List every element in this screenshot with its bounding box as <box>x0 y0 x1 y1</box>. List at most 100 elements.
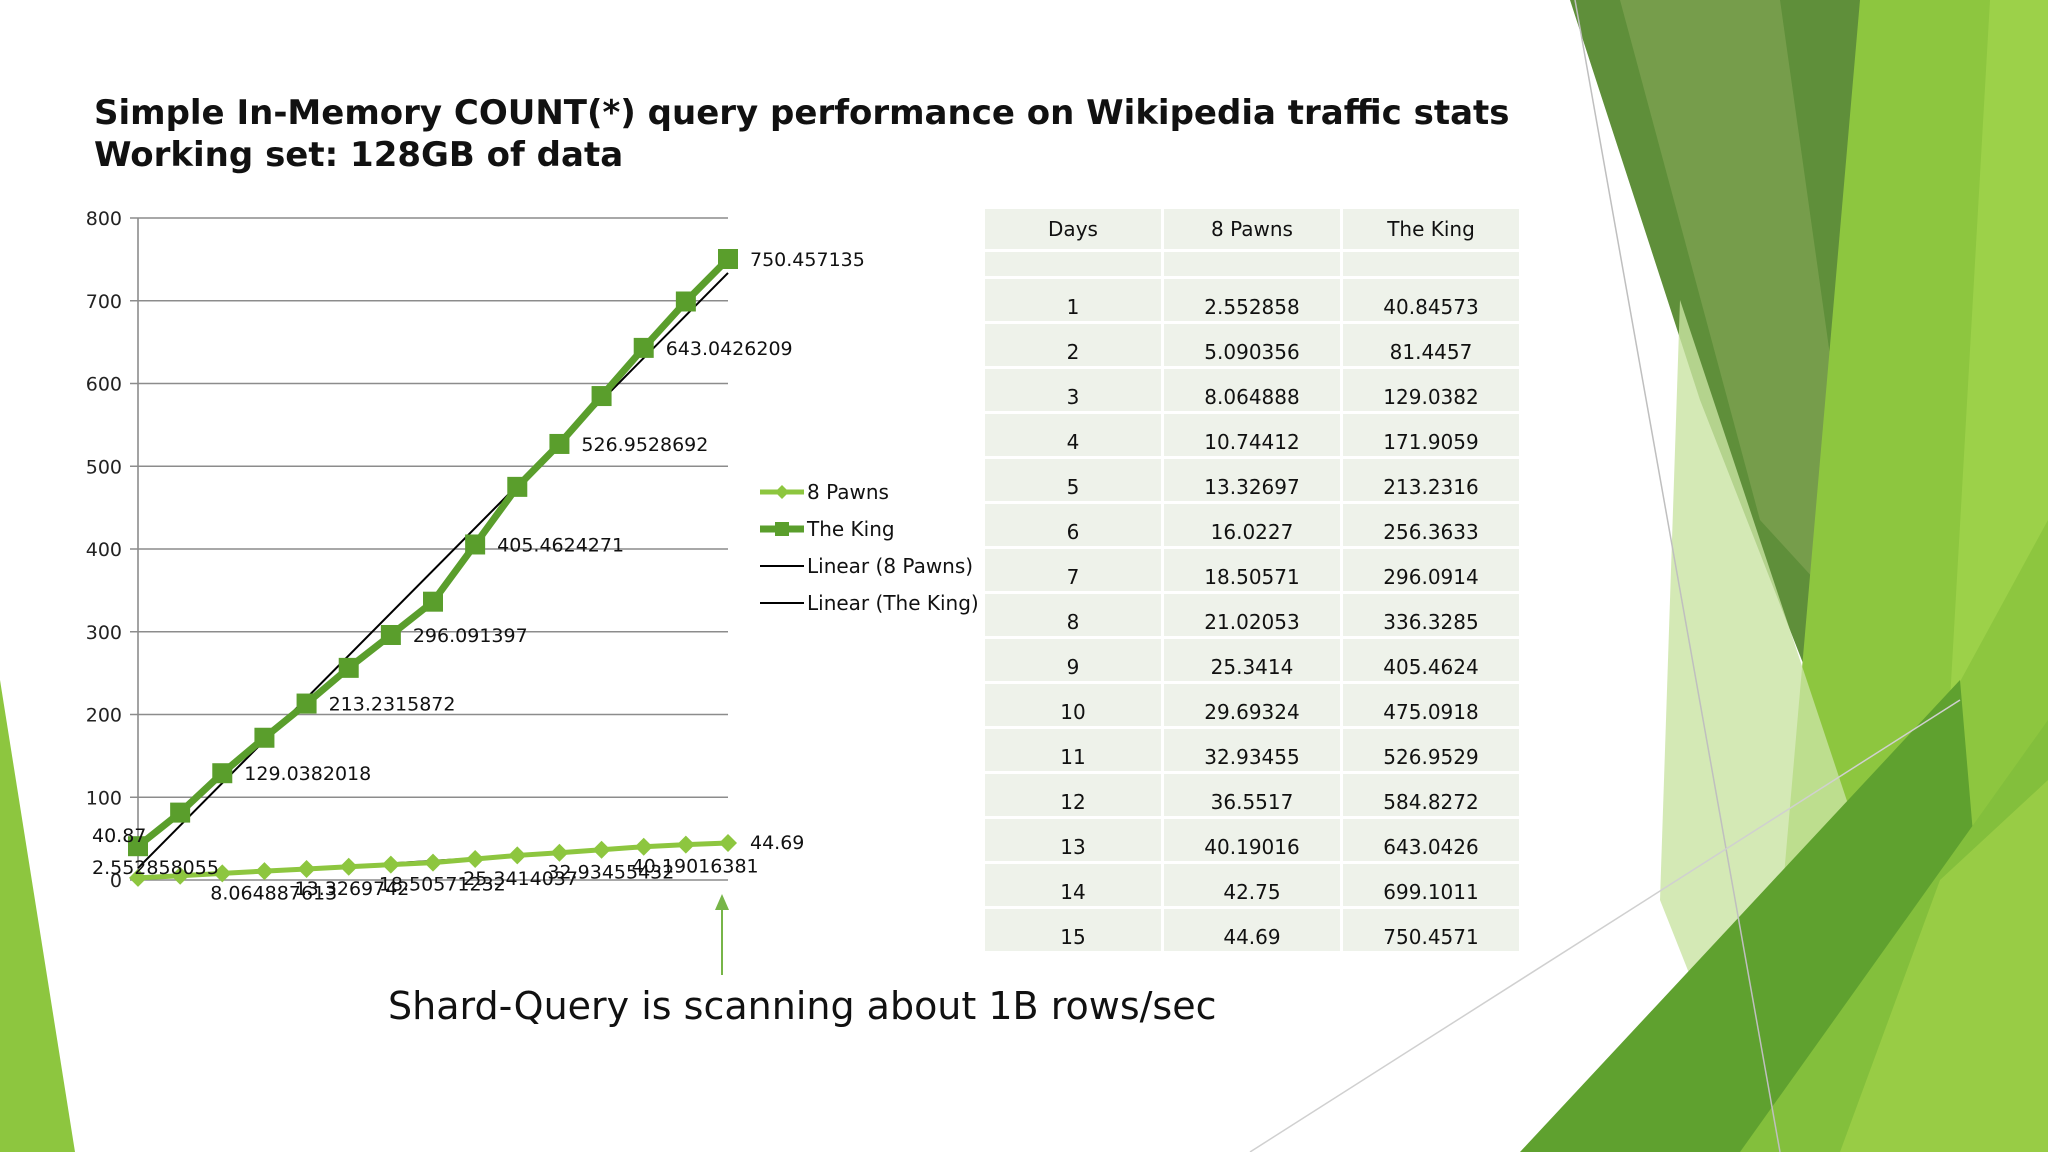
king-point <box>254 727 275 748</box>
table-row: 5 13.32697 213.2316 <box>985 459 1519 501</box>
table-row: 10 29.69324 475.0918 <box>985 684 1519 726</box>
cell-pawns: 8.064888 <box>1164 369 1340 411</box>
king-point <box>423 591 443 612</box>
king-point <box>465 534 486 555</box>
chart-y-axis: 0 100 200 300 400 500 600 700 800 <box>86 208 122 892</box>
cell-king: 171.9059 <box>1343 414 1519 456</box>
table-row: 11 32.93455 526.9529 <box>985 729 1519 771</box>
caption: Shard-Query is scanning about 1B rows/se… <box>388 984 1217 1028</box>
pawns-point <box>592 840 611 859</box>
cell-pawns: 25.3414 <box>1164 639 1340 681</box>
pawns-point <box>719 834 737 853</box>
pawns-point <box>550 843 569 862</box>
cell-day: 1 <box>985 279 1161 321</box>
decor-left-strip <box>0 680 75 1152</box>
y-tick-label: 600 <box>86 374 122 396</box>
cell-day: 14 <box>985 864 1161 906</box>
data-label-pawns: 8.064887613 <box>210 882 337 904</box>
legend-label-king: The King <box>806 517 895 541</box>
cell-day: 11 <box>985 729 1161 771</box>
cell-king: 213.2316 <box>1343 459 1519 501</box>
data-label-king: 750.457135 <box>750 249 865 271</box>
king-point <box>507 476 528 497</box>
decor-facet-8 <box>1840 780 2048 1152</box>
king-point <box>718 248 738 269</box>
decor-facet-2 <box>1620 0 1870 640</box>
cell-day: 15 <box>985 909 1161 951</box>
y-tick-label: 700 <box>86 291 122 313</box>
pawns-point <box>508 846 527 865</box>
cell-pawns: 16.0227 <box>1164 504 1340 546</box>
data-label-pawns: 2.552858055 <box>92 857 219 879</box>
pawns-point <box>297 859 316 878</box>
data-label-pawns: 40.19016381 <box>632 856 759 878</box>
data-label-pawns: 25.3414037 <box>463 868 578 890</box>
king-point <box>338 657 359 678</box>
cell-king: 584.8272 <box>1343 774 1519 816</box>
king-point <box>296 693 317 714</box>
table-row: 14 42.75 699.1011 <box>985 864 1519 906</box>
king-point <box>633 337 654 358</box>
cell-king: 336.3285 <box>1343 594 1519 636</box>
cell-pawns: 29.69324 <box>1164 684 1340 726</box>
cell-king: 40.84573 <box>1343 279 1519 321</box>
table-row: 8 21.02053 336.3285 <box>985 594 1519 636</box>
data-label-king: 40.87 <box>92 825 146 847</box>
y-tick-label: 100 <box>86 787 122 809</box>
callout-arrow <box>715 894 729 975</box>
data-label-king: 213.2315872 <box>329 694 456 716</box>
cell-day: 12 <box>985 774 1161 816</box>
table-row: 13 40.19016 643.0426 <box>985 819 1519 861</box>
table-body: 1 2.552858 40.84573 2 5.090356 81.4457 3 8.0648… <box>985 252 1519 951</box>
cell-day: 3 <box>985 369 1161 411</box>
pawns-point <box>213 864 232 883</box>
cell-pawns: 36.5517 <box>1164 774 1340 816</box>
pawns-point <box>381 855 400 874</box>
table-header-king: The King <box>1343 209 1519 249</box>
table-row: 9 25.3414 405.4624 <box>985 639 1519 681</box>
y-tick-label: 200 <box>86 705 122 727</box>
pawns-point <box>255 862 274 881</box>
slide-title: Simple In-Memory COUNT(*) query performa… <box>94 92 1510 176</box>
table-row: 15 44.69 750.4571 <box>985 909 1519 951</box>
cell-king: 475.0918 <box>1343 684 1519 726</box>
pawns-point <box>424 853 442 872</box>
table-row: 12 36.5517 584.8272 <box>985 774 1519 816</box>
cell-day: 10 <box>985 684 1161 726</box>
king-point <box>128 836 148 857</box>
data-label-pawns: 32.93455432 <box>547 862 674 884</box>
legend-marker-pawns <box>775 485 789 499</box>
data-label-king: 643.0426209 <box>666 338 793 360</box>
king-point <box>170 802 191 823</box>
cell-pawns: 13.32697 <box>1164 459 1340 501</box>
y-tick-label: 500 <box>86 456 122 478</box>
king-point <box>591 386 612 407</box>
table-row: 3 8.064888 129.0382 <box>985 369 1519 411</box>
pawns-point <box>339 857 358 876</box>
decor-line-2 <box>1249 699 1961 1152</box>
cell-day: 8 <box>985 594 1161 636</box>
king-point <box>212 763 233 784</box>
chart-trendlines <box>137 272 729 880</box>
pawns-point <box>171 866 190 885</box>
table-row: 4 10.74412 171.9059 <box>985 414 1519 456</box>
legend-marker-king <box>775 522 789 536</box>
data-label-king: 405.4624271 <box>497 534 624 556</box>
cell-pawns: 5.090356 <box>1164 324 1340 366</box>
cell-day: 7 <box>985 549 1161 591</box>
table-row: 7 18.50571 296.0914 <box>985 549 1519 591</box>
cell-king: 750.4571 <box>1343 909 1519 951</box>
cell-day: 2 <box>985 324 1161 366</box>
pawns-point <box>634 837 653 856</box>
y-tick-label: 400 <box>86 539 122 561</box>
legend-label-pawns: 8 Pawns <box>807 480 889 504</box>
table-header-days: Days <box>985 209 1161 249</box>
trendline-king <box>137 272 729 869</box>
cell-king: 699.1011 <box>1343 864 1519 906</box>
chart-legend: 8 Pawns The King Linear (8 Pawns) Linear (T… <box>760 480 979 615</box>
cell-king: 256.3633 <box>1343 504 1519 546</box>
cell-pawns: 18.50571 <box>1164 549 1340 591</box>
data-table: Days 8 Pawns The King 1 2.552858 40.84573 2… <box>982 206 1522 954</box>
pawns-point <box>129 868 147 887</box>
